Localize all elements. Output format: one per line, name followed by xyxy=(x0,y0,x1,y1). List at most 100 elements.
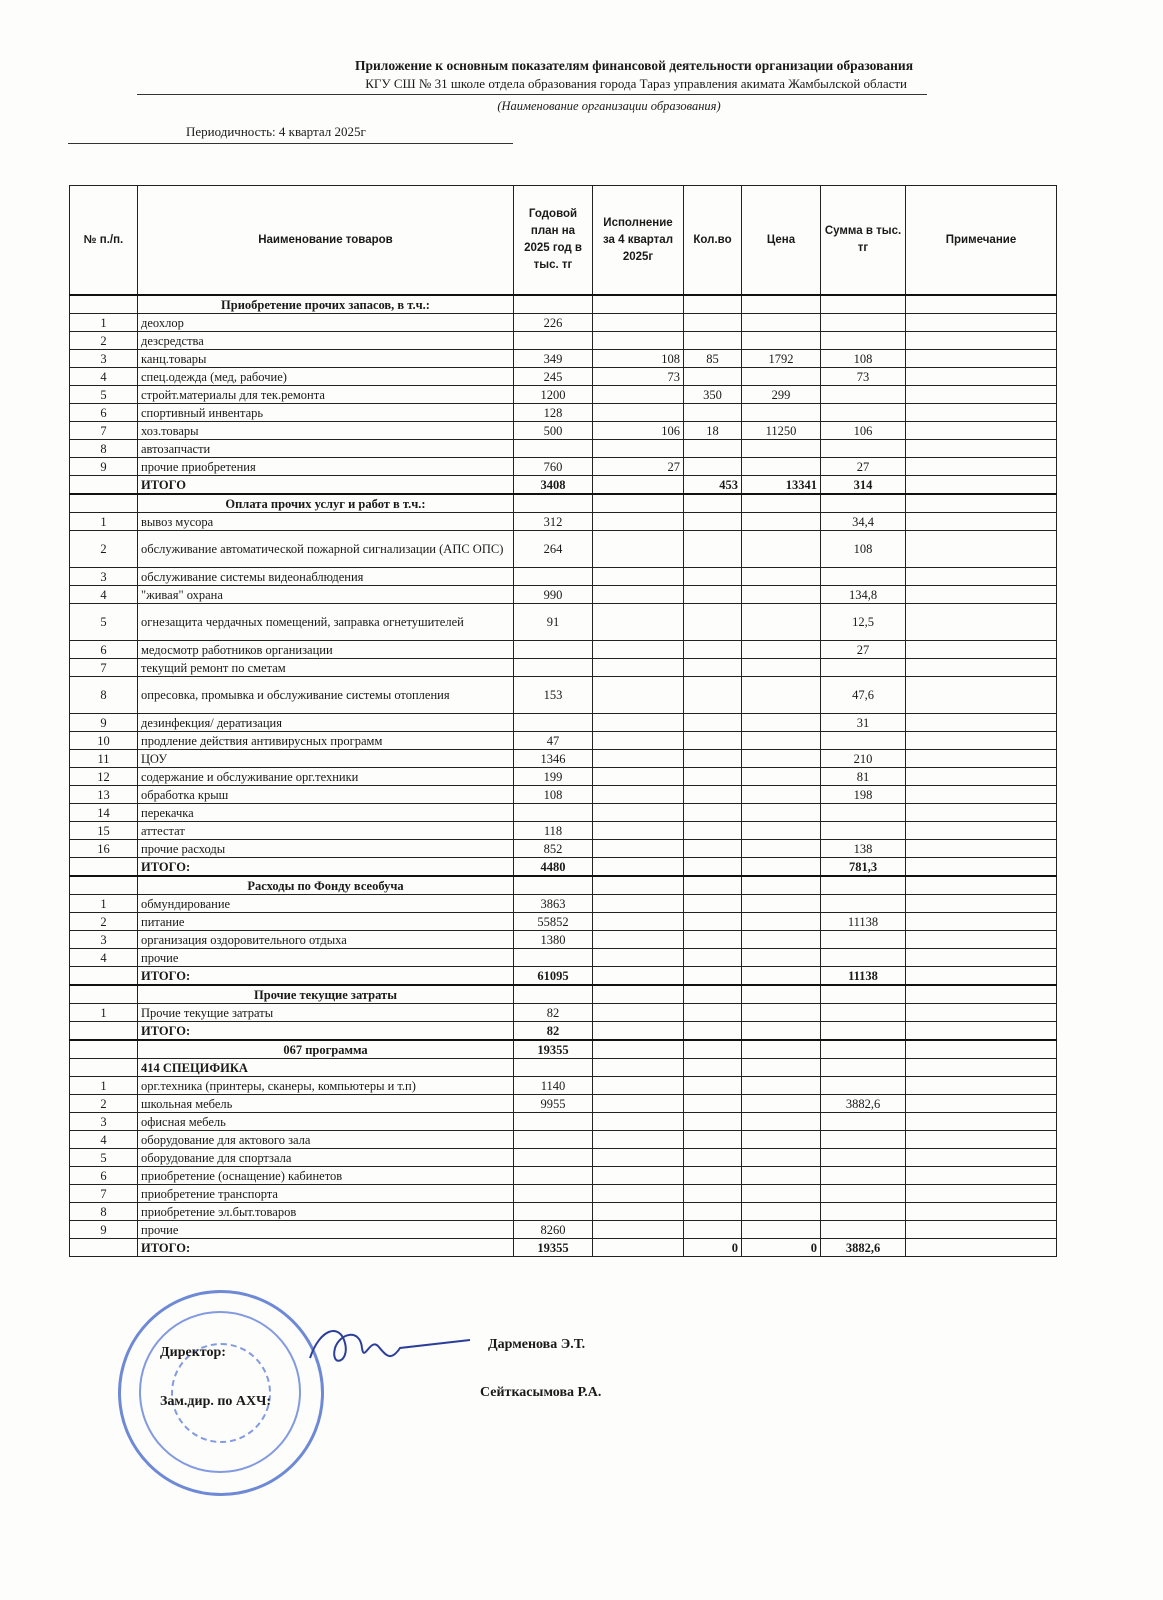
sum-value xyxy=(820,821,906,840)
section-row: Прочие текущие затраты xyxy=(69,984,1057,1004)
plan-value xyxy=(513,984,593,1004)
quantity-value xyxy=(683,731,742,750)
plan-value: 500 xyxy=(513,421,593,440)
sum-value: 210 xyxy=(820,749,906,768)
item-name: Прочие текущие затраты xyxy=(137,984,514,1004)
item-name: автозапчасти xyxy=(137,439,514,458)
sum-value xyxy=(820,1003,906,1022)
deputy-name: Сейткасымова Р.А. xyxy=(480,1385,602,1400)
note-value xyxy=(905,475,1057,495)
table-row: 1 Прочие текущие затраты 82 xyxy=(69,1003,1057,1022)
execution-value xyxy=(592,676,684,714)
note-value xyxy=(905,749,1057,768)
price-value xyxy=(741,1130,821,1149)
item-name: ИТОГО: xyxy=(137,966,514,986)
plan-value xyxy=(513,803,593,822)
sum-value xyxy=(820,1202,906,1221)
financial-table: № п./п. Наименование товаров Годовой план … xyxy=(69,185,1057,1257)
note-value xyxy=(905,1202,1057,1221)
plan-value xyxy=(513,493,593,513)
price-value xyxy=(741,821,821,840)
price-value xyxy=(741,767,821,786)
execution-value xyxy=(592,930,684,949)
plan-value: 199 xyxy=(513,767,593,786)
price-value xyxy=(741,512,821,531)
price-value xyxy=(741,948,821,967)
row-number: 1 xyxy=(69,512,138,531)
note-value xyxy=(905,567,1057,586)
price-value xyxy=(741,1202,821,1221)
row-number xyxy=(69,294,138,314)
organization-caption: (Наименование организации образования) xyxy=(497,99,721,113)
sum-value xyxy=(820,1130,906,1149)
period: Периодичность: 4 квартал 2025г xyxy=(68,124,513,144)
quantity-value xyxy=(683,640,742,659)
sum-value: 314 xyxy=(820,475,906,495)
plan-value xyxy=(513,1112,593,1131)
execution-value xyxy=(592,439,684,458)
plan-value: 760 xyxy=(513,457,593,476)
execution-value xyxy=(592,1076,684,1095)
row-number: 4 xyxy=(69,948,138,967)
row-number: 6 xyxy=(69,640,138,659)
row-number: 2 xyxy=(69,1094,138,1113)
plan-value xyxy=(513,331,593,350)
row-number: 11 xyxy=(69,749,138,768)
item-name: ИТОГО xyxy=(137,475,514,495)
price-value xyxy=(741,1220,821,1239)
item-name: обработка крыш xyxy=(137,785,514,804)
plan-value xyxy=(513,640,593,659)
table-row: 16 прочие расходы 852 138 xyxy=(69,839,1057,858)
quantity-value xyxy=(683,803,742,822)
execution-value xyxy=(592,512,684,531)
item-name: оборудование для актового зала xyxy=(137,1130,514,1149)
item-name: обслуживание системы видеонаблюдения xyxy=(137,567,514,586)
item-name: прочие расходы xyxy=(137,839,514,858)
price-value xyxy=(741,912,821,931)
row-number: 15 xyxy=(69,821,138,840)
note-value xyxy=(905,894,1057,913)
price-value xyxy=(741,875,821,895)
row-number xyxy=(69,1058,138,1077)
quantity-value: 350 xyxy=(683,385,742,404)
table-row: 9 прочие приобретения 760 27 27 xyxy=(69,457,1057,476)
price-value xyxy=(741,640,821,659)
row-number: 9 xyxy=(69,457,138,476)
row-number: 13 xyxy=(69,785,138,804)
item-name: ИТОГО: xyxy=(137,857,514,877)
row-number: 7 xyxy=(69,658,138,677)
row-number: 5 xyxy=(69,603,138,641)
sum-value xyxy=(820,658,906,677)
plan-value xyxy=(513,1148,593,1167)
quantity-value xyxy=(683,1202,742,1221)
plan-value: 349 xyxy=(513,349,593,368)
quantity-value xyxy=(683,930,742,949)
row-number: 9 xyxy=(69,1220,138,1239)
note-value xyxy=(905,313,1057,332)
note-value xyxy=(905,1076,1057,1095)
quantity-value xyxy=(683,713,742,732)
sum-value: 138 xyxy=(820,839,906,858)
quantity-value xyxy=(683,767,742,786)
price-value xyxy=(741,984,821,1004)
item-name: деохлор xyxy=(137,313,514,332)
table-row: 6 спортивный инвентарь 128 xyxy=(69,403,1057,422)
sum-value xyxy=(820,385,906,404)
execution-value xyxy=(592,749,684,768)
plan-value: 19355 xyxy=(513,1039,593,1059)
note-value xyxy=(905,875,1057,895)
sum-value: 27 xyxy=(820,457,906,476)
note-value xyxy=(905,530,1057,568)
item-name: орг.техника (принтеры, сканеры, компьюте… xyxy=(137,1076,514,1095)
total-row: ИТОГО: 61095 11138 xyxy=(69,966,1057,986)
item-name: 067 программа xyxy=(137,1039,514,1059)
price-value xyxy=(741,785,821,804)
sum-value xyxy=(820,1220,906,1239)
plan-value: 852 xyxy=(513,839,593,858)
quantity-value xyxy=(683,439,742,458)
note-value xyxy=(905,294,1057,314)
execution-value xyxy=(592,1112,684,1131)
table-row: 8 опресовка, промывка и обслуживание сист… xyxy=(69,676,1057,714)
note-value xyxy=(905,857,1057,877)
price-value: 13341 xyxy=(741,475,821,495)
